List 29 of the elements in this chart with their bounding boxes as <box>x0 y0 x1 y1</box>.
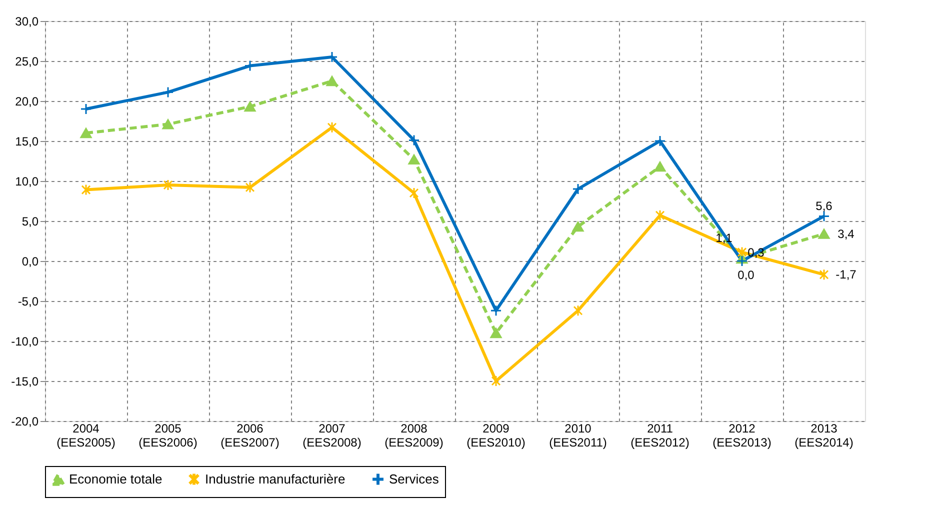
x-tick-label: 2008 (EES2009) <box>384 422 444 450</box>
x-tick-label: 2005 (EES2006) <box>138 422 198 450</box>
x-tick-label: 2004 (EES2005) <box>56 422 116 450</box>
x-tick-label: 2013 (EES2014) <box>794 422 854 450</box>
y-tick-label: 10,0 <box>15 174 39 188</box>
x-tick-label: 2006 (EES2007) <box>220 422 280 450</box>
y-tick-label: -15,0 <box>11 374 39 388</box>
data-label: 3,4 <box>838 226 855 241</box>
x-tick-label: 2010 (EES2011) <box>549 422 607 450</box>
y-tick-label: 0,0 <box>22 254 39 268</box>
legend-label: Economie totale <box>69 472 162 487</box>
data-label: 0,0 <box>738 268 755 282</box>
y-tick-label: 25,0 <box>15 54 39 68</box>
x-tick-label: 2007 (EES2008) <box>302 422 362 450</box>
y-tick-label: 5,0 <box>22 214 39 228</box>
y-tick-label: -20,0 <box>11 414 39 428</box>
data-label: -1,7 <box>836 268 857 282</box>
y-tick-label: 30,0 <box>15 14 39 28</box>
legend-label: Services <box>389 471 440 486</box>
y-tick-label: -10,0 <box>11 334 39 348</box>
y-tick-label: 20,0 <box>15 94 39 108</box>
data-label: 5,6 <box>816 199 833 214</box>
y-tick-label: 15,0 <box>15 134 39 148</box>
x-tick-label: 2012 (EES2013) <box>712 422 772 450</box>
y-tick-label: -5,0 <box>18 294 39 308</box>
legend-label: Industrie manufacturière <box>205 471 346 486</box>
data-label: 0,3 <box>748 246 765 260</box>
x-tick-label: 2011 (EES2012) <box>630 422 690 450</box>
x-tick-label: 2009 (EES2010) <box>466 422 526 450</box>
